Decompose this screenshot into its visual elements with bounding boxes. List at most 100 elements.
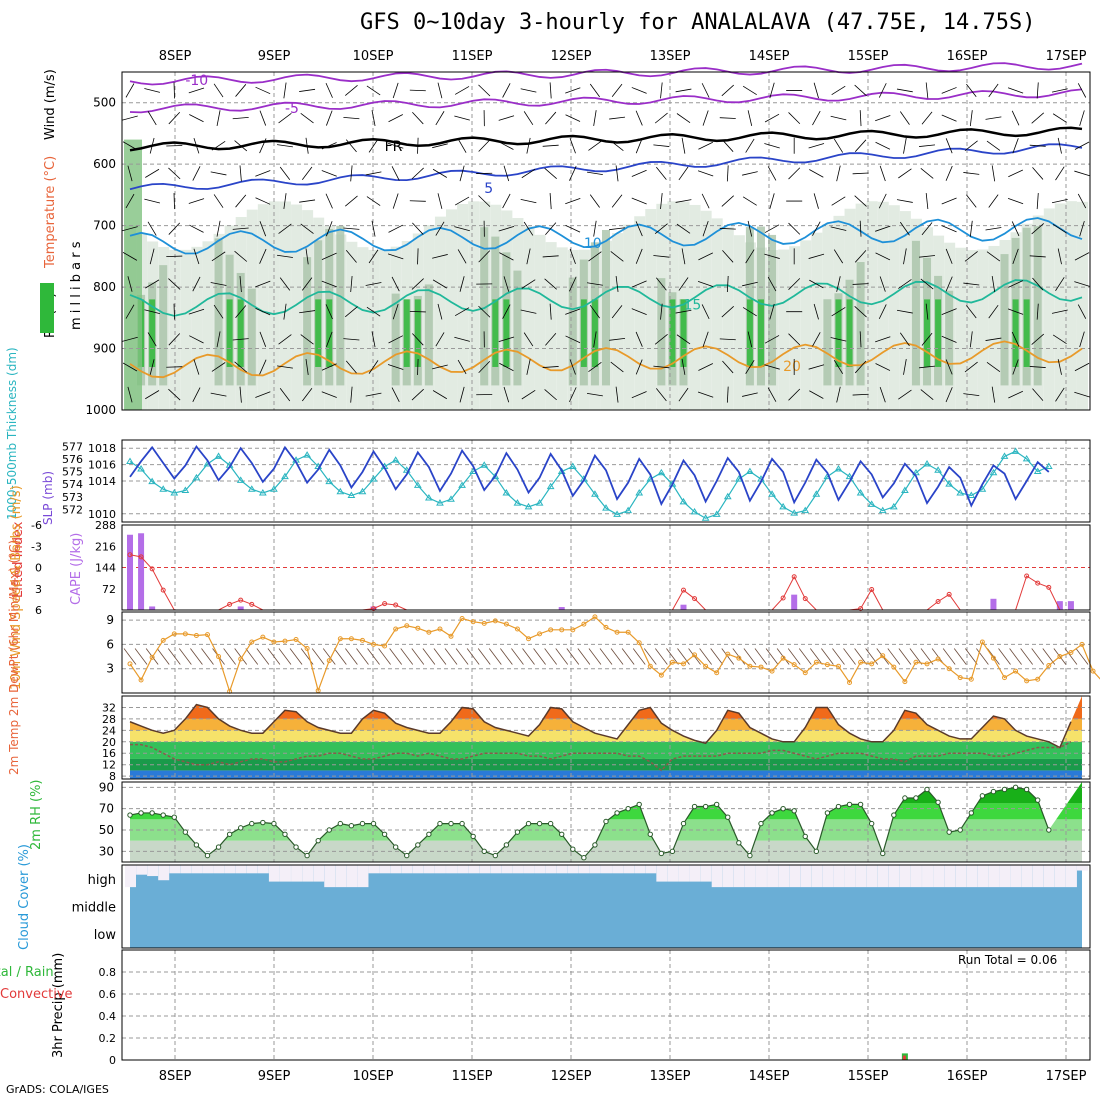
wind-barb [255,86,271,95]
wind-barb [898,389,912,400]
wind-barb [234,140,248,152]
wind-barb [631,391,647,399]
wind-barb-10m [267,648,281,665]
date-label-bottom: 13SEP [650,1069,691,1084]
wind-barb-10m [621,648,635,665]
wind-barb [457,359,467,375]
wind-speed-marker [647,663,653,669]
wind-barb [478,360,491,374]
rh-shade [556,247,568,410]
temp-band [130,770,1082,779]
wind-barb [144,88,160,93]
thickness-marker [801,506,810,514]
cloud-high-bar [313,865,325,882]
wind-barb [764,253,780,259]
wind-barb [166,255,183,258]
wind-barb [371,220,376,237]
cloud-high-bar [390,865,402,874]
wind-speed-marker [603,624,609,630]
wind-barb [742,281,758,287]
thickness-marker [447,495,455,502]
wind-barb [969,220,973,237]
wind-speed-marker [238,656,244,662]
wind-barb [1057,248,1062,265]
rh-marker [824,810,831,816]
wind-barb [833,249,844,264]
wind-barb [147,221,157,236]
rh-marker [835,803,842,810]
date-label-top: 15SEP [848,49,889,64]
wind-barb [259,331,267,347]
wind-barb [345,195,358,207]
wind-barb-10m [123,648,137,665]
rh-shade [226,299,233,367]
wind-barb [675,309,692,314]
rh-shade [877,201,889,410]
wind-barb [213,304,224,319]
wind-speed-marker [802,670,808,676]
thickness-marker [768,490,776,497]
wind-barb-10m [444,648,458,665]
date-label-bottom: 12SEP [551,1069,592,1084]
cloud-high-bar [490,865,502,874]
wind-barb [589,194,600,208]
wind-barb [549,303,552,320]
wind-speed-marker [1057,654,1063,660]
wind-barb [593,331,597,348]
wind-barb-10m [599,648,613,665]
wind-barb [1031,112,1045,124]
wind-barb [144,309,160,314]
thickness-marker [358,487,367,495]
rh-shade [568,277,577,386]
wind-barb [1055,277,1065,291]
wind-barb [764,335,780,344]
wind-barb [875,225,891,232]
wind-tick-label: 6 [106,637,114,651]
wind-barb [125,193,135,209]
wind-barb [301,388,313,402]
wind-barb-10m [223,648,236,665]
wind-barb [919,255,936,258]
cloud-high-bar [667,865,679,882]
rh-marker [171,814,177,820]
wind-barb [859,220,862,237]
cloud-high-bar [999,865,1011,888]
cape-bar [237,606,244,610]
cloud-high-bar [589,865,601,874]
wind-barb [676,223,691,234]
wind-barb-10m [256,648,270,665]
wind-barb [1052,334,1067,345]
cloud-high-bar [202,865,214,874]
wind-barb [259,110,267,126]
wind-barb [945,387,953,403]
wind-barb [988,83,999,98]
wind-barb-10m [1075,648,1089,665]
wind-barb [611,194,623,208]
wind-barb [719,117,736,119]
thickness-marker [1000,452,1009,459]
rh-marker [880,850,886,857]
wind-barb-10m [798,648,812,665]
lifted-tick-label: 0 [35,562,42,575]
wind-barb [1055,387,1065,402]
rh-shade [315,299,322,367]
rh-marker [547,820,554,827]
wind-barb [122,336,138,342]
upper-air-frame [121,71,1091,411]
wind-barb [321,170,337,177]
wind-barb [321,252,337,260]
rh-marker [581,855,587,861]
wind-barb [391,166,400,181]
thickness-marker [624,506,633,514]
wind-speed-marker [581,621,587,627]
wind-barb [698,141,713,150]
temp-tick-label: 28 [102,713,116,726]
wind-barb [565,197,581,205]
rh-marker [459,820,465,827]
lifted-tick-label: 6 [35,604,42,617]
cloud-high-bar [833,865,845,888]
rh-marker [404,852,410,859]
wind-speed-marker [680,661,686,667]
wind-barb [213,83,224,98]
wind-speed-marker [824,662,830,668]
